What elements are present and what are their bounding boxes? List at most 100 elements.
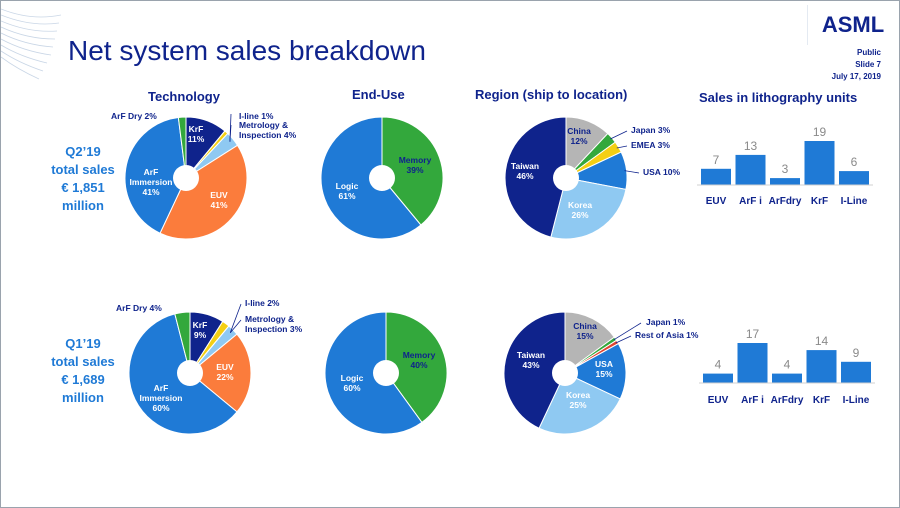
pie-label-i-line: I-line 2% bbox=[245, 298, 280, 308]
pie-center-hole bbox=[552, 360, 578, 386]
bar-krf bbox=[806, 350, 837, 383]
q1-summary: Q1’19 total sales € 1,689 million bbox=[33, 335, 133, 407]
bar-value-arfdry: 4 bbox=[784, 358, 791, 372]
bar-value-euv: 4 bbox=[715, 358, 722, 372]
bar-value-i-line: 6 bbox=[851, 155, 858, 169]
pie-chart-region-ship-to-location-6: China 15% Japan 1% Rest of Asia 1% USA 15% Kor… bbox=[503, 311, 699, 435]
pie-label-taiwan: Taiwan 46% bbox=[511, 161, 539, 181]
pie-slice-korea bbox=[550, 177, 627, 240]
pie-label-i-line: I-line 1% bbox=[239, 111, 274, 121]
bar-value-arfdry: 3 bbox=[782, 162, 789, 176]
pie-slice-arf-dry bbox=[177, 116, 187, 179]
pie-label-usa: USA 10% bbox=[643, 167, 680, 177]
pie-chart-end-use-5: Memory 40% Logic 60% bbox=[324, 311, 448, 435]
q2-total-label: total sales bbox=[51, 162, 115, 177]
pie-label-china: China 12% bbox=[567, 126, 591, 146]
pie-slice-china bbox=[564, 311, 616, 374]
classification-label: Public bbox=[856, 48, 881, 57]
bar-i-line bbox=[839, 171, 869, 185]
q1-quarter: Q1’19 bbox=[65, 336, 101, 351]
header-region: Region (ship to location) bbox=[475, 87, 628, 102]
pie-center-hole bbox=[553, 165, 579, 191]
pie-center-hole bbox=[369, 165, 395, 191]
pie-slice-taiwan bbox=[504, 116, 567, 238]
q2-unit: million bbox=[62, 198, 104, 213]
pie-center-hole bbox=[373, 360, 399, 386]
decorative-lines bbox=[1, 8, 61, 80]
pie-label-logic: Logic 61% bbox=[336, 181, 359, 201]
bar-category-i-line: I-Line bbox=[843, 395, 870, 406]
bar-euv bbox=[703, 373, 733, 383]
bar-category-krf: KrF bbox=[813, 395, 830, 406]
label-leader-line bbox=[229, 124, 232, 142]
pie-label-japan: Japan 1% bbox=[646, 317, 686, 327]
bar-category-arfdry: ArFdry bbox=[769, 196, 802, 207]
bar-category-arf-i: ArF i bbox=[739, 196, 762, 207]
pie-slice-arf-dry bbox=[174, 311, 191, 374]
pie-slice-euv bbox=[159, 144, 248, 240]
header-end-use: End-Use bbox=[352, 87, 405, 102]
pie-slice-taiwan bbox=[503, 311, 566, 429]
q2-amount: € 1,851 bbox=[61, 180, 105, 195]
label-leader-line bbox=[229, 319, 242, 333]
bar-category-euv: EUV bbox=[708, 395, 729, 406]
header-technology: Technology bbox=[148, 89, 220, 104]
q1-unit: million bbox=[62, 390, 104, 405]
bar-value-krf: 19 bbox=[813, 125, 827, 139]
bar-category-krf: KrF bbox=[811, 196, 828, 207]
pie-label-memory: Memory 39% bbox=[399, 155, 432, 175]
pie-slice-memory bbox=[381, 116, 444, 226]
slide-date: July 17, 2019 bbox=[831, 72, 881, 81]
pie-label-arf-dry: ArF Dry 2% bbox=[111, 111, 157, 121]
pie-label-arf-immersion: ArF Immersion 60% bbox=[140, 383, 183, 413]
pie-label-arf-immersion: ArF Immersion 41% bbox=[130, 167, 173, 197]
bar-i-line bbox=[841, 361, 871, 383]
bar-value-i-line: 9 bbox=[853, 346, 860, 360]
pie-label-usa: USA 15% bbox=[595, 359, 613, 379]
logo-text: ASML bbox=[822, 12, 884, 37]
pie-label-euv: EUV 22% bbox=[216, 362, 234, 382]
bar-category-i-line: I-Line bbox=[841, 196, 868, 207]
pie-label-korea: Korea 25% bbox=[566, 390, 590, 410]
label-leader-line bbox=[229, 303, 242, 333]
q1-total-label: total sales bbox=[51, 354, 115, 369]
pie-chart-technology-0: KrF 11% I-line 1%Metrology & Inspection 4% E… bbox=[111, 111, 297, 240]
pie-chart-end-use-1: Memory 39% Logic 61% bbox=[320, 116, 444, 240]
pie-slice-arf-immersion bbox=[124, 116, 187, 234]
q1-amount: € 1,689 bbox=[61, 372, 105, 387]
bar-arfdry bbox=[770, 178, 800, 185]
pie-label-krf: KrF 9% bbox=[193, 320, 208, 340]
pie-label-japan: Japan 3% bbox=[631, 125, 671, 135]
bar-chart-3: 7 EUV 13 ArF i 3 ArFdry 19 KrF 6 I-Line bbox=[697, 125, 873, 207]
pie-label-emea: EMEA 3% bbox=[631, 140, 670, 150]
pie-center-hole bbox=[177, 360, 203, 386]
pie-label-metrology-inspection: Metrology & Inspection 3% bbox=[245, 314, 303, 334]
pie-label-logic: Logic 60% bbox=[341, 373, 364, 393]
pie-label-arf-dry: ArF Dry 4% bbox=[116, 303, 162, 313]
bar-value-euv: 7 bbox=[713, 153, 720, 167]
pie-label-krf: KrF 11% bbox=[188, 124, 205, 144]
header-units: Sales in lithography units bbox=[699, 90, 858, 105]
q2-summary: Q2’19 total sales € 1,851 million bbox=[33, 143, 133, 215]
pie-center-hole bbox=[173, 165, 199, 191]
pie-chart-technology-4: KrF 9% I-line 2% Metrology & Inspection 3% EU… bbox=[116, 298, 303, 435]
pie-label-china: China 15% bbox=[573, 321, 597, 341]
slide-number: Slide 7 bbox=[855, 60, 881, 69]
pie-slice-korea bbox=[538, 372, 621, 435]
label-leader-line bbox=[616, 145, 628, 149]
pie-slice-memory bbox=[385, 311, 448, 424]
bar-arf-i bbox=[737, 343, 768, 383]
asml-logo: ASML bbox=[807, 5, 884, 45]
label-leader-line bbox=[615, 335, 632, 344]
pie-slice-usa bbox=[563, 342, 627, 400]
bar-value-krf: 14 bbox=[815, 334, 829, 348]
label-leader-line bbox=[610, 130, 628, 140]
page-title: Net system sales breakdown bbox=[68, 35, 426, 66]
pie-label-taiwan: Taiwan 43% bbox=[517, 350, 545, 370]
bar-category-arf-i: ArF i bbox=[741, 395, 764, 406]
pie-chart-region-ship-to-location-2: China 12% Japan 3% EMEA 3% USA 10% Korea 26% Ta… bbox=[504, 116, 680, 240]
slide-meta: Public Slide 7 July 17, 2019 bbox=[832, 47, 881, 83]
bar-category-euv: EUV bbox=[706, 196, 727, 207]
